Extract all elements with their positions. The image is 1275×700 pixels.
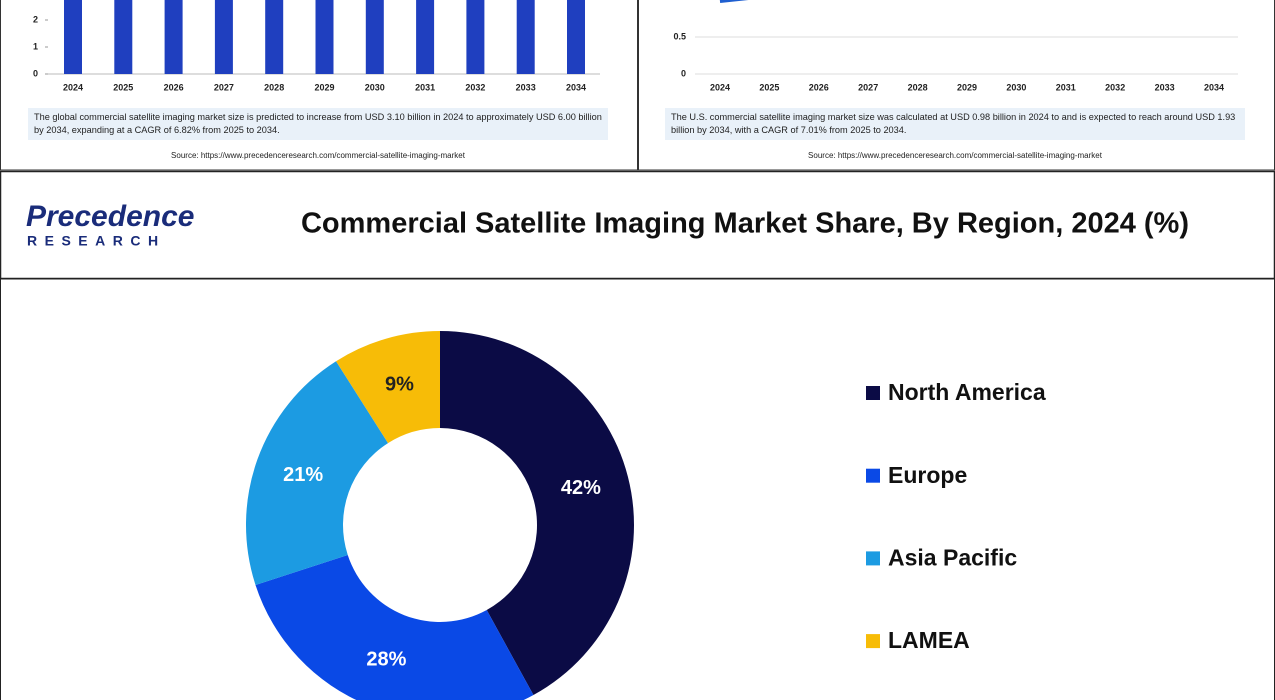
x-tick-label: 2033 — [516, 82, 536, 92]
pie-slice — [246, 361, 389, 585]
value-label: 21% — [283, 464, 323, 486]
y-tick-label: 1 — [33, 41, 38, 51]
x-tick-label: 2024 — [63, 82, 83, 92]
x-tick-label: 2028 — [264, 82, 284, 92]
x-tick-label: 2030 — [1006, 82, 1026, 92]
x-tick-label: 2029 — [957, 82, 977, 92]
pie-slice — [440, 331, 634, 696]
bar — [466, 0, 485, 75]
legend-label: North America — [888, 379, 1046, 405]
bar — [416, 0, 435, 74]
legend-label: LAMEA — [888, 627, 970, 653]
panel-border — [0, 0, 638, 171]
x-tick-label: 2033 — [1155, 82, 1175, 92]
bar — [365, 0, 384, 74]
value-label: 42% — [561, 477, 601, 499]
value-label: 28% — [366, 649, 406, 671]
y-tick-label: 0 — [681, 68, 686, 78]
x-tick-label: 2031 — [415, 82, 435, 92]
bar — [214, 0, 233, 74]
x-tick-label: 2034 — [566, 82, 586, 92]
x-tick-label: 2032 — [465, 82, 485, 92]
y-tick-label: 0.5 — [673, 31, 686, 41]
x-tick-label: 2032 — [1105, 82, 1125, 92]
x-tick-label: 2030 — [365, 82, 385, 92]
legend-label: Asia Pacific — [888, 544, 1017, 570]
x-tick-label: 2031 — [1056, 82, 1076, 92]
legend-swatch — [866, 468, 880, 483]
logo-name: Precedence — [26, 200, 194, 233]
x-tick-label: 2025 — [759, 82, 779, 92]
x-tick-label: 2034 — [1204, 82, 1224, 92]
legend-swatch — [866, 386, 880, 400]
legend-swatch — [866, 634, 880, 649]
bar — [64, 0, 82, 74]
x-tick-label: 2027 — [214, 82, 234, 92]
x-tick-label: 2026 — [164, 82, 184, 92]
bar — [315, 0, 334, 74]
caption: The U.S. commercial satellite imaging ma… — [665, 108, 1245, 140]
bar — [114, 0, 133, 75]
body-border — [0, 278, 1275, 700]
x-tick-label: 2024 — [710, 82, 730, 92]
bar — [516, 0, 535, 75]
x-tick-label: 2028 — [908, 82, 928, 92]
bar — [164, 0, 183, 75]
source: Source: https://www.precedenceresearch.c… — [808, 151, 1102, 160]
caption: The global commercial satellite imaging … — [28, 108, 608, 140]
value-label: 9% — [385, 374, 414, 396]
line — [719, 0, 749, 3]
legend-swatch — [866, 551, 880, 566]
pie-slice — [336, 331, 440, 444]
x-tick-label: 2025 — [113, 82, 133, 92]
x-tick-label: 2026 — [809, 82, 829, 92]
chart-title: Commercial Satellite Imaging Market Shar… — [301, 208, 1189, 240]
pie-slice — [255, 554, 534, 700]
y-tick-label: 2 — [33, 14, 38, 24]
x-tick-label: 2027 — [858, 82, 878, 92]
legend-label: Europe — [888, 462, 967, 488]
bar — [265, 0, 284, 74]
x-tick-label: 2029 — [314, 82, 334, 92]
source: Source: https://www.precedenceresearch.c… — [171, 151, 465, 160]
bar — [567, 0, 585, 74]
y-tick-label: 0 — [33, 68, 38, 78]
logo-sub: RESEARCH — [27, 233, 166, 249]
